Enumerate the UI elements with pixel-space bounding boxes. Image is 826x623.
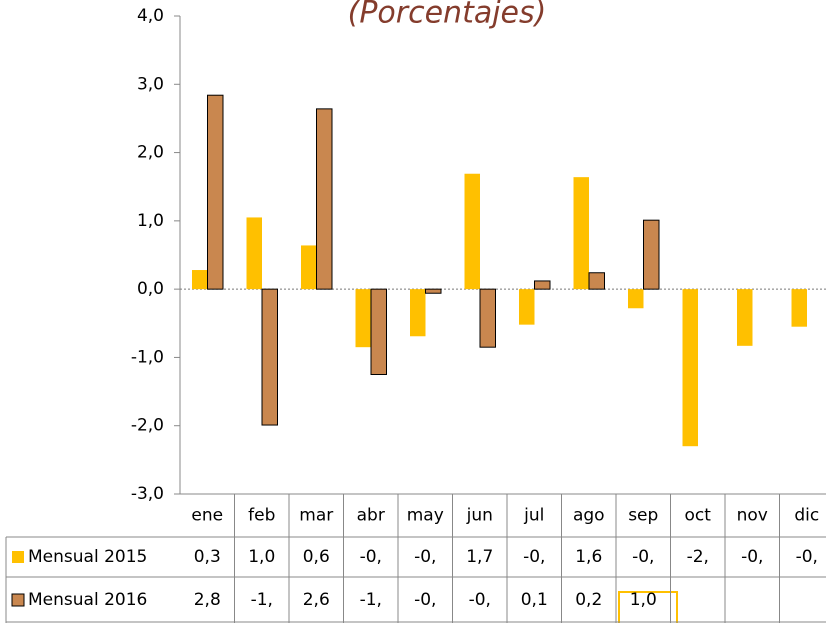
bar [301, 245, 317, 290]
bar [628, 289, 644, 309]
bar [534, 280, 551, 290]
bar [192, 270, 208, 290]
table-value: -0, [796, 547, 818, 567]
table-value: -0, [741, 547, 763, 567]
legend-key [11, 593, 25, 607]
table-value: 1,6 [575, 547, 602, 567]
x-tick-label: feb [248, 506, 275, 526]
table-value: 0,1 [521, 590, 548, 610]
x-tick-label: ago [573, 506, 605, 526]
bar [643, 219, 660, 290]
y-tick-label: -1,0 [131, 347, 164, 367]
bar [207, 94, 224, 290]
table-value: 2,6 [303, 590, 330, 610]
bar [479, 288, 496, 348]
cell-highlight [618, 591, 678, 623]
bar [464, 173, 480, 290]
table-value: -0, [414, 590, 436, 610]
y-tick-label: -2,0 [131, 416, 164, 436]
bar [261, 288, 278, 426]
table-value: -0, [414, 547, 436, 567]
bar [316, 108, 333, 290]
y-tick-label: 3,0 [137, 74, 164, 94]
bar [682, 289, 698, 447]
y-tick-label: -3,0 [131, 484, 164, 504]
table-value: 2,8 [194, 590, 221, 610]
legend-key [12, 551, 24, 563]
bar [737, 289, 753, 346]
y-tick-label: 0,0 [137, 279, 164, 299]
x-tick-label: nov [737, 506, 768, 526]
x-tick-label: jun [466, 506, 493, 526]
table-value: 1,7 [466, 547, 493, 567]
table-value: -1, [251, 590, 273, 610]
bar [588, 272, 605, 290]
table-value: -0, [632, 547, 654, 567]
x-tick-label: jul [523, 506, 544, 526]
table-value: 1,0 [248, 547, 275, 567]
legend-label: Mensual 2016 [28, 590, 147, 610]
table-value: -0, [523, 547, 545, 567]
table-value: 0,6 [303, 547, 330, 567]
legend-label: Mensual 2015 [28, 547, 147, 567]
x-tick-label: sep [628, 506, 658, 526]
x-tick-label: dic [794, 506, 819, 526]
bar [519, 289, 535, 325]
bar [370, 288, 387, 375]
table-value: 0,3 [194, 547, 221, 567]
table-value: 1,0 [630, 590, 657, 610]
x-tick-label: oct [685, 506, 712, 526]
table-value: -1, [360, 590, 382, 610]
bar [246, 217, 262, 290]
bar [410, 289, 426, 337]
table-value: 0,2 [575, 590, 602, 610]
bar [355, 289, 371, 348]
bar [791, 289, 807, 327]
x-tick-label: ene [191, 506, 223, 526]
x-tick-label: may [407, 506, 444, 526]
x-tick-label: mar [299, 506, 333, 526]
table-value: -0, [360, 547, 382, 567]
y-tick-label: 1,0 [137, 211, 164, 231]
y-tick-label: 4,0 [137, 6, 164, 26]
bar [573, 177, 589, 290]
x-tick-label: abr [357, 506, 385, 526]
table-value: -0, [469, 590, 491, 610]
y-tick-label: 2,0 [137, 143, 164, 163]
table-value: -2, [687, 547, 709, 567]
bar [425, 288, 442, 294]
chart-title: (Porcentajes) [348, 0, 547, 31]
